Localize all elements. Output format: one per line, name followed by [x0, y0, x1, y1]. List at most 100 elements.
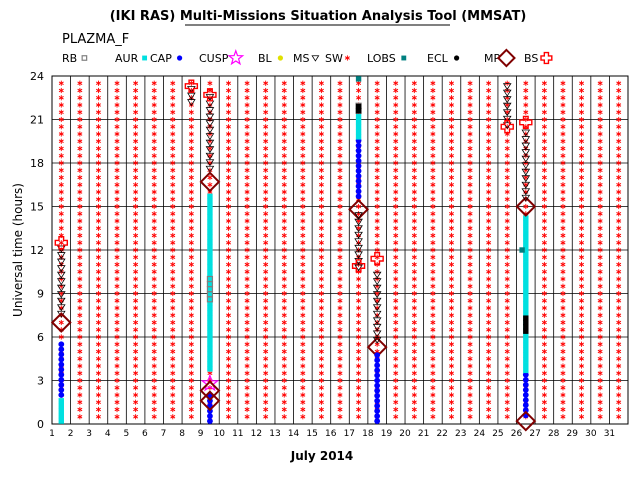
- sw-mark: [226, 247, 232, 253]
- x-tick-label: 3: [86, 429, 92, 439]
- square-mark: [523, 332, 529, 338]
- sw-mark: [114, 312, 120, 318]
- triangle-mark: [56, 284, 66, 292]
- sw-mark: [151, 211, 157, 217]
- sw-mark: [411, 167, 417, 173]
- sw-mark: [318, 232, 324, 239]
- circle-mark: [58, 392, 65, 398]
- sw-mark: [170, 356, 176, 362]
- sw-mark: [541, 87, 547, 94]
- sw-mark: [281, 377, 287, 384]
- sw-mark: [560, 377, 566, 384]
- sw-mark: [411, 283, 417, 289]
- sw-mark: [448, 87, 454, 94]
- sw-mark: [226, 305, 232, 311]
- sw-mark: [281, 138, 287, 144]
- sw-mark: [579, 261, 585, 268]
- sw-mark: [95, 87, 101, 94]
- sw-mark: [281, 109, 287, 115]
- sw-mark: [114, 124, 120, 130]
- sw-mark: [170, 406, 176, 413]
- sw-mark: [393, 356, 399, 362]
- sw-mark: [411, 247, 417, 253]
- sw-mark: [541, 385, 547, 391]
- sw-mark: [281, 196, 287, 202]
- sw-mark: [393, 160, 399, 166]
- x-tick-label: 19: [381, 429, 393, 439]
- sw-mark: [207, 95, 213, 101]
- sw-mark: [337, 116, 343, 123]
- sw-mark: [374, 189, 380, 195]
- sw-mark: [263, 225, 269, 231]
- sw-mark: [560, 145, 566, 152]
- sw-mark: [486, 160, 492, 166]
- triangle-mark: [205, 139, 215, 147]
- sw-mark: [263, 334, 269, 340]
- sw-mark: [133, 182, 139, 188]
- sw-mark: [337, 203, 343, 210]
- sw-mark: [467, 109, 473, 115]
- sw-mark: [560, 203, 566, 210]
- sw-mark: [430, 189, 436, 195]
- sw-mark: [244, 153, 250, 159]
- sw-mark: [467, 124, 473, 130]
- sw-mark: [337, 370, 343, 376]
- sw-mark: [77, 211, 83, 217]
- sw-mark: [616, 87, 622, 94]
- sw-mark: [616, 232, 622, 239]
- sw-mark: [504, 312, 510, 318]
- sw-mark: [263, 138, 269, 144]
- sw-mark: [411, 348, 417, 355]
- sw-mark: [616, 145, 622, 152]
- sw-mark: [560, 232, 566, 239]
- sw-mark: [337, 167, 343, 173]
- sw-mark: [244, 211, 250, 217]
- sw-mark: [318, 414, 324, 420]
- sw-mark: [356, 95, 362, 101]
- y-tick-label: 0: [37, 418, 44, 431]
- sw-mark: [188, 247, 194, 253]
- sw-mark: [188, 167, 194, 173]
- sw-mark: [281, 356, 287, 362]
- sw-mark: [374, 174, 380, 181]
- sw-mark: [133, 276, 139, 282]
- sw-mark: [263, 240, 269, 246]
- square-mark: [523, 261, 529, 267]
- sw-mark: [467, 138, 473, 144]
- sw-mark: [560, 116, 566, 123]
- sw-mark: [114, 319, 120, 326]
- sw-mark: [616, 196, 622, 202]
- sw-mark: [263, 356, 269, 362]
- sw-mark: [337, 240, 343, 246]
- sw-mark: [263, 232, 269, 239]
- sw-mark: [133, 131, 139, 137]
- circle-mark: [374, 397, 381, 404]
- sw-mark: [170, 283, 176, 289]
- sw-mark: [467, 80, 473, 86]
- sw-mark: [411, 370, 417, 376]
- sw-mark: [77, 334, 83, 340]
- sw-mark: [560, 348, 566, 355]
- sw-mark: [467, 414, 473, 420]
- sw-mark: [374, 124, 380, 130]
- square-mark: [523, 367, 529, 374]
- sw-mark: [356, 406, 362, 413]
- sw-mark: [318, 131, 324, 137]
- sw-mark: [133, 356, 139, 362]
- sw-mark: [616, 276, 622, 282]
- square-mark: [523, 271, 529, 277]
- sw-mark: [560, 167, 566, 173]
- sw-mark: [263, 392, 269, 398]
- sw-mark: [616, 305, 622, 311]
- sw-mark: [300, 319, 306, 326]
- sw-mark: [114, 240, 120, 246]
- sw-mark: [188, 290, 194, 297]
- sw-mark: [411, 203, 417, 210]
- sw-mark: [579, 254, 585, 260]
- sw-mark: [430, 348, 436, 355]
- sw-mark: [77, 298, 83, 304]
- sw-mark: [541, 182, 547, 188]
- sw-mark: [300, 203, 306, 210]
- sw-mark: [393, 80, 399, 86]
- sw-mark: [467, 334, 473, 340]
